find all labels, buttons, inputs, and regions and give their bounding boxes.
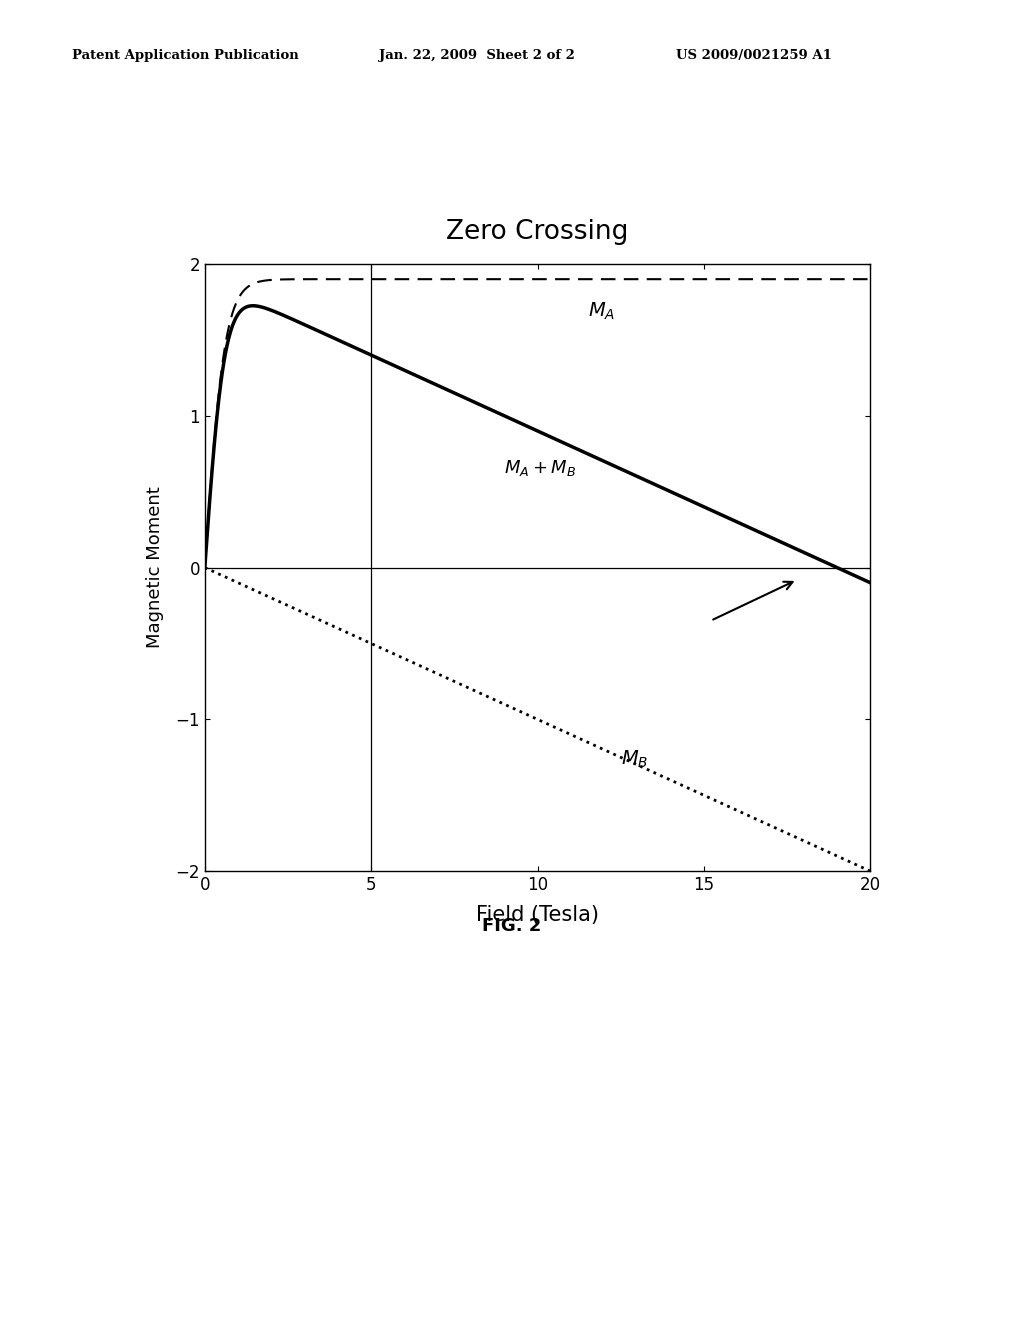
Y-axis label: Magnetic Moment: Magnetic Moment [146, 487, 164, 648]
X-axis label: Field (Tesla): Field (Tesla) [476, 906, 599, 925]
Text: US 2009/0021259 A1: US 2009/0021259 A1 [676, 49, 831, 62]
Text: $M_B$: $M_B$ [621, 748, 648, 771]
Text: $M_A+M_B$: $M_A+M_B$ [505, 458, 577, 478]
Title: Zero Crossing: Zero Crossing [446, 219, 629, 246]
Text: FIG. 2: FIG. 2 [482, 917, 542, 936]
Text: Patent Application Publication: Patent Application Publication [72, 49, 298, 62]
Text: $M_A$: $M_A$ [588, 301, 614, 322]
Text: Jan. 22, 2009  Sheet 2 of 2: Jan. 22, 2009 Sheet 2 of 2 [379, 49, 574, 62]
